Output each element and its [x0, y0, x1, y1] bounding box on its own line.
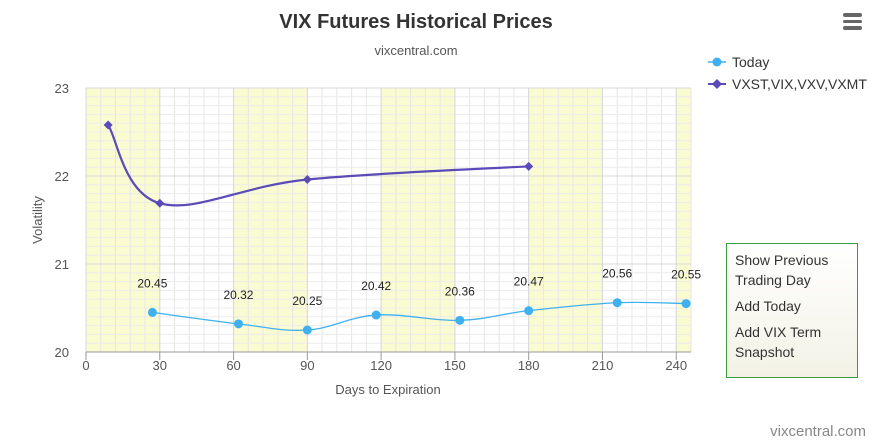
- legend-today-label: Today: [732, 54, 769, 70]
- y-tick-label: 21: [55, 257, 69, 272]
- x-tick-label: 30: [153, 358, 167, 373]
- today-point: [233, 319, 243, 329]
- term-point: [155, 198, 165, 208]
- today-point: [371, 310, 381, 320]
- legend-item-term[interactable]: VXST,VIX,VXV,VXMT: [708, 76, 867, 92]
- today-point: [147, 307, 157, 317]
- x-tick-label: 240: [665, 358, 687, 373]
- y-axis-title: Volatility: [30, 196, 45, 244]
- menu-show-previous[interactable]: Show Previous Trading Day: [735, 252, 829, 288]
- data-label: 20.36: [445, 284, 475, 298]
- data-label: 20.25: [292, 294, 322, 308]
- legend-item-today[interactable]: Today: [708, 54, 769, 70]
- grid: [85, 87, 692, 353]
- chart-title: VIX Futures Historical Prices: [279, 11, 552, 33]
- data-label: 20.55: [671, 268, 701, 282]
- y-tick-label: 20: [55, 345, 69, 360]
- x-tick-label: 90: [300, 358, 314, 373]
- series-line-term: [107, 124, 529, 207]
- data-label: 20.45: [137, 276, 167, 290]
- x-tick-label: 120: [370, 358, 392, 373]
- context-menu: Show Previous Trading Day Add Today Add …: [726, 243, 858, 378]
- legend-today-marker: [712, 57, 722, 67]
- data-label: 20.47: [514, 275, 544, 289]
- data-labels: 20.45 20.32 20.25 20.42 20.36 20.47 20.56 20.55: [137, 267, 701, 308]
- today-point: [612, 298, 622, 308]
- legend-term-marker: [712, 79, 722, 89]
- legend: Today VXST,VIX,VXV,VXMT: [708, 54, 867, 92]
- term-point: [103, 120, 113, 130]
- x-tick-label: 60: [226, 358, 240, 373]
- x-axis-title: Days to Expiration: [335, 382, 441, 397]
- data-label: 20.56: [602, 267, 632, 281]
- x-tick-label: 150: [444, 358, 466, 373]
- legend-term-label: VXST,VIX,VXV,VXMT: [732, 76, 867, 92]
- menu-add-today[interactable]: Add Today: [735, 298, 801, 314]
- menu-add-vix-term-snapshot[interactable]: Add VIX Term Snapshot: [735, 324, 822, 360]
- chart-subtitle: vixcentral.com: [374, 43, 457, 58]
- today-point: [524, 306, 534, 316]
- x-tick-label: 210: [592, 358, 614, 373]
- credit-text[interactable]: vixcentral.com: [770, 423, 866, 440]
- today-point: [302, 325, 312, 335]
- series: [103, 120, 691, 335]
- data-label: 20.42: [361, 279, 391, 293]
- today-point: [455, 315, 465, 325]
- x-tick-label: 0: [82, 358, 89, 373]
- y-tick-label: 22: [55, 169, 69, 184]
- today-point: [681, 299, 691, 309]
- axes: 0 30 60 90 120 150 180 210 240 20 21 22 23: [55, 81, 691, 373]
- data-label: 20.32: [223, 288, 253, 302]
- term-point: [524, 161, 534, 171]
- x-tick-label: 180: [518, 358, 540, 373]
- hamburger-icon[interactable]: [840, 10, 866, 36]
- y-tick-label: 23: [55, 81, 69, 96]
- term-point: [302, 175, 312, 185]
